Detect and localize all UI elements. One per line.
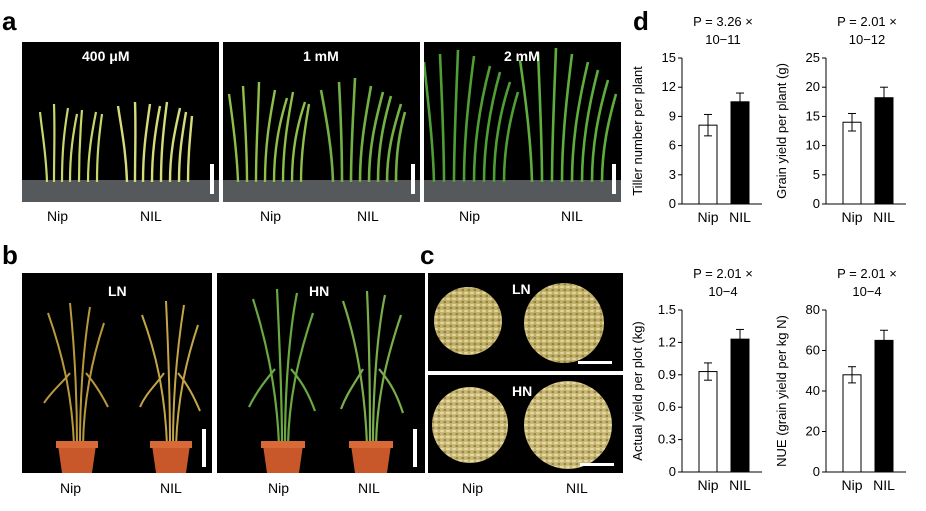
bar-nil xyxy=(730,101,750,205)
y-tick-label: 15 xyxy=(806,108,820,123)
y-tick-label: 40 xyxy=(806,383,820,398)
condition-label-c-HN: HN xyxy=(512,383,533,399)
x-tick-label: Nip xyxy=(841,477,862,493)
grain-pile-image xyxy=(434,283,612,364)
pvalue-line1: P = 3.26 × xyxy=(693,14,753,29)
rice-plants-image xyxy=(22,101,219,202)
panel-letter-c: c xyxy=(420,240,435,270)
label-b-nil-2: NIL xyxy=(358,480,380,496)
y-tick-label: 12 xyxy=(662,79,676,94)
y-tick-label: 0 xyxy=(669,196,676,211)
condition-label-2mM: 2 mM xyxy=(504,48,540,64)
x-tick-label: NIL xyxy=(873,209,895,225)
y-axis-title: Actual yield per plot (kg) xyxy=(630,321,645,460)
grain-pile-image xyxy=(432,381,614,469)
bar-nil xyxy=(730,338,750,473)
y-tick-label: 0 xyxy=(669,464,676,479)
pvalue-line2: 10−4 xyxy=(708,284,737,299)
label-a-nip-3: Nip xyxy=(459,208,481,224)
bar-nip xyxy=(698,124,718,205)
rice-pots-image xyxy=(43,300,206,473)
y-tick-label: 1.2 xyxy=(658,334,676,349)
y-axis-title: Grain yield per plant (g) xyxy=(774,63,789,199)
y-tick-label: 80 xyxy=(806,302,820,317)
label-b-nip-1: Nip xyxy=(60,480,82,496)
y-tick-label: 0.9 xyxy=(658,367,676,382)
bar-chart-actual-yield: P = 2.01 × 10−4 0 0.3 0.6 0.9 1.2 1.5 Actual yie… xyxy=(630,266,762,493)
y-tick-label: 0 xyxy=(813,196,820,211)
y-tick-label: 60 xyxy=(806,343,820,358)
label-a-nil-1: NIL xyxy=(140,208,162,224)
label-a-nil-2: NIL xyxy=(357,208,379,224)
bar-nil xyxy=(874,339,894,473)
condition-label-LN: LN xyxy=(108,283,127,299)
photo-a-400uM: 400 μM xyxy=(22,42,219,202)
pvalue-line1: P = 2.01 × xyxy=(837,14,897,29)
rice-plants-image xyxy=(223,77,420,202)
label-c-nil: NIL xyxy=(566,480,588,496)
x-tick-label: Nip xyxy=(697,209,718,225)
condition-label-HN: HN xyxy=(309,283,330,299)
bar-nip xyxy=(842,374,862,473)
photo-a-1mM: 1 mM xyxy=(223,42,420,202)
panel-letter-b: b xyxy=(2,240,18,270)
label-b-nil-1: NIL xyxy=(160,480,182,496)
pvalue-line1: P = 2.01 × xyxy=(837,266,897,281)
bar-nip xyxy=(842,121,862,205)
y-tick-label: 1.5 xyxy=(658,302,676,317)
x-tick-label: NIL xyxy=(729,209,751,225)
panel-letter-d: d xyxy=(633,6,649,36)
y-tick-label: 25 xyxy=(806,50,820,65)
y-axis-title: NUE (grain yield per kg N) xyxy=(774,315,789,467)
bar-nil xyxy=(874,97,894,205)
y-tick-label: 0.3 xyxy=(658,432,676,447)
photo-c-HN: HN xyxy=(428,375,623,473)
pvalue-line2: 10−12 xyxy=(849,32,886,47)
label-a-nil-3: NIL xyxy=(561,208,583,224)
pvalue-line2: 10−11 xyxy=(705,32,741,47)
y-tick-label: 20 xyxy=(806,424,820,439)
panel-letter-a: a xyxy=(2,6,17,36)
y-tick-label: 9 xyxy=(669,108,676,123)
label-a-nip-1: Nip xyxy=(47,208,69,224)
y-tick-label: 6 xyxy=(669,138,676,153)
label-c-nip: Nip xyxy=(462,480,484,496)
y-tick-label: 10 xyxy=(806,138,820,153)
x-tick-label: Nip xyxy=(841,209,862,225)
photo-b-HN: HN xyxy=(217,273,425,473)
bar-chart-tiller-number: P = 3.26 × 10−11 0 3 6 9 12 15 Tiller number per… xyxy=(630,14,762,225)
bar-chart-nue: P = 2.01 × 10−4 0 20 40 60 80 NUE (grain yield … xyxy=(774,266,906,493)
condition-label-1mM: 1 mM xyxy=(303,48,339,64)
y-tick-label: 0 xyxy=(813,464,820,479)
y-axis-title: Tiller number per plant xyxy=(630,66,645,196)
condition-label-c-LN: LN xyxy=(512,281,531,297)
rice-plants-image xyxy=(424,47,621,202)
y-tick-label: 15 xyxy=(662,50,676,65)
y-tick-label: 0.6 xyxy=(658,399,676,414)
pvalue-line1: P = 2.01 × xyxy=(693,266,753,281)
y-tick-label: 20 xyxy=(806,79,820,94)
y-tick-label: 5 xyxy=(813,167,820,182)
bar-nip xyxy=(698,371,718,473)
x-tick-label: Nip xyxy=(697,477,718,493)
x-tick-label: NIL xyxy=(873,477,895,493)
label-b-nip-2: Nip xyxy=(268,480,290,496)
label-a-nip-2: Nip xyxy=(260,208,282,224)
bar-chart-grain-yield: P = 2.01 × 10−12 0 5 10 15 20 25 Grain yield per… xyxy=(774,14,906,225)
pvalue-line2: 10−4 xyxy=(852,284,881,299)
photo-c-LN: LN xyxy=(428,273,623,371)
rice-pots-image xyxy=(248,288,417,473)
photo-b-LN: LN xyxy=(22,273,212,473)
y-tick-label: 3 xyxy=(669,167,676,182)
condition-label-400uM: 400 μM xyxy=(82,48,130,64)
x-tick-label: NIL xyxy=(729,477,751,493)
photo-a-2mM: 2 mM xyxy=(424,42,621,202)
